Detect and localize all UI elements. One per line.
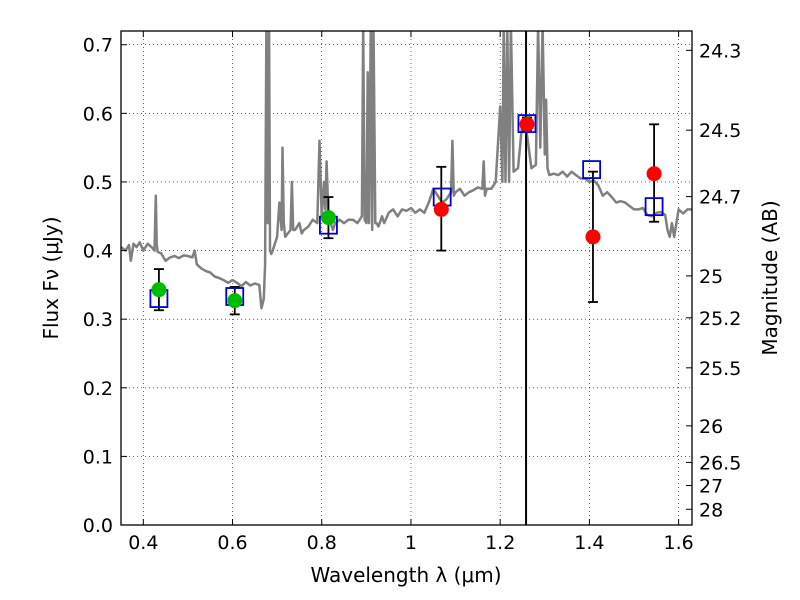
y2-tick-label: 28 xyxy=(699,499,723,521)
x-tick-label: 1.4 xyxy=(574,532,604,554)
y2-tick-label: 25.5 xyxy=(699,358,741,380)
photometry-point xyxy=(320,210,336,226)
x-tick-label: 0.6 xyxy=(217,532,247,554)
x-tick-label: 0.8 xyxy=(307,532,337,554)
model-box-marker xyxy=(517,114,537,134)
photometry-point xyxy=(227,293,243,309)
y2-axis-label: Magnitude (AB) xyxy=(758,200,782,355)
y2-tick-label: 25.2 xyxy=(699,308,741,330)
y-axis-label: Flux Fν (μJy) xyxy=(39,216,63,339)
model-box-marker xyxy=(582,160,602,179)
markers-layer xyxy=(149,114,664,316)
grid xyxy=(121,31,692,526)
x-tick-label: 0.4 xyxy=(128,532,158,554)
y2-tick-label: 24.5 xyxy=(699,120,741,142)
photometry-point xyxy=(151,282,167,298)
y-tick-label: 0.0 xyxy=(83,515,113,537)
x-tick-label: 1.2 xyxy=(485,532,515,554)
y-tick-label: 0.1 xyxy=(83,446,113,468)
model-spectrum-line xyxy=(121,31,692,310)
x-axis: 0.4 0.6 0.8 1 1.2 1.4 1.6 xyxy=(128,31,694,554)
y-tick-label: 0.3 xyxy=(83,309,113,331)
y-tick-label: 0.6 xyxy=(83,103,113,125)
y2-tick-label: 26.5 xyxy=(699,452,741,474)
model-spectrum-layer xyxy=(121,31,692,310)
x-axis-label: Wavelength λ (μm) xyxy=(310,563,501,587)
x-tick-label: 1.6 xyxy=(664,532,694,554)
y2-tick-label: 26 xyxy=(699,416,723,438)
photometry-point xyxy=(433,201,449,217)
photometry-point xyxy=(519,116,535,132)
y2-tick-label: 27 xyxy=(699,476,723,498)
plot-frame xyxy=(120,30,693,526)
model-box-marker xyxy=(644,197,664,217)
y2-tick-label: 24.3 xyxy=(699,40,741,62)
y-tick-label: 0.2 xyxy=(83,378,113,400)
y-tick-label: 0.4 xyxy=(83,241,113,263)
x-tick-label: 1 xyxy=(405,532,417,554)
photometry-point xyxy=(646,166,662,182)
y-tick-label: 0.5 xyxy=(83,172,113,194)
y-tick-label: 0.7 xyxy=(83,35,113,57)
y2-tick-label: 24.7 xyxy=(699,187,741,209)
y-axis-left: 0.0 0.1 0.2 0.3 0.4 0.5 0.6 0.7 xyxy=(83,35,127,537)
y2-tick-label: 25 xyxy=(699,266,723,288)
photometry-point xyxy=(585,229,601,245)
